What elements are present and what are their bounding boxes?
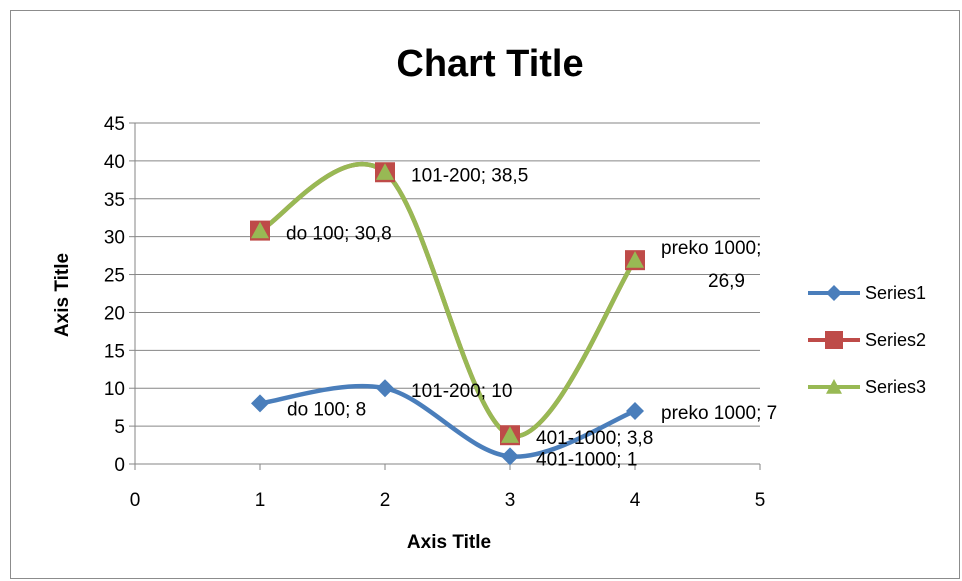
series3-marker bbox=[626, 251, 644, 268]
data-label: do 100; 8 bbox=[287, 399, 366, 420]
series-line-3 bbox=[257, 161, 638, 439]
x-tick-label: 0 bbox=[130, 490, 141, 511]
series-line-1 bbox=[257, 383, 638, 459]
chart-frame bbox=[10, 10, 960, 579]
series1-marker bbox=[251, 394, 269, 413]
gridlines bbox=[135, 122, 760, 427]
series3-marker bbox=[501, 426, 519, 443]
data-label: 401-1000; 1 bbox=[536, 449, 637, 470]
legend-label-2: Series2 bbox=[865, 330, 926, 350]
data-label: preko 1000; 26,9 bbox=[661, 238, 761, 292]
series1-marker bbox=[626, 401, 644, 420]
axes bbox=[129, 122, 761, 470]
series-lines bbox=[257, 161, 638, 459]
y-tick-label: 20 bbox=[104, 303, 125, 324]
series3-marker bbox=[251, 221, 269, 239]
y-tick-label: 25 bbox=[104, 266, 125, 287]
y-tick-label: 5 bbox=[114, 417, 125, 438]
x-tick-label: 2 bbox=[380, 490, 391, 511]
series1-marker bbox=[376, 379, 394, 398]
legend-marker-1 bbox=[826, 285, 842, 301]
legend-marker-2 bbox=[825, 331, 843, 349]
data-label: 101-200; 10 bbox=[411, 381, 512, 402]
legend-label-1: Series1 bbox=[865, 283, 926, 303]
data-label: do 100; 30,8 bbox=[286, 224, 392, 245]
legend-marker-3 bbox=[826, 379, 842, 394]
x-axis-title: Axis Title bbox=[407, 532, 491, 553]
data-label: 101-200; 38,5 bbox=[411, 165, 528, 186]
y-tick-label: 40 bbox=[104, 152, 125, 173]
y-axis-title: Axis Title bbox=[52, 253, 73, 337]
data-label: 401-1000; 3,8 bbox=[536, 428, 653, 449]
y-tick-label: 0 bbox=[114, 455, 125, 476]
data-labels: do 100; 8 101-200; 10 401-1000; 1 preko 100… bbox=[286, 165, 777, 470]
x-tick-label: 5 bbox=[755, 490, 766, 511]
chart-title: Chart Title bbox=[396, 43, 583, 85]
legend: Series1 Series2 Series3 bbox=[808, 283, 926, 397]
y-tick-label: 30 bbox=[104, 228, 125, 249]
y-tick-label: 10 bbox=[104, 379, 125, 400]
y-tick-label: 45 bbox=[104, 114, 125, 135]
series-markers bbox=[250, 162, 645, 466]
data-label: preko 1000; 7 bbox=[661, 403, 777, 424]
x-tick-label: 4 bbox=[630, 490, 641, 511]
series3-marker bbox=[376, 163, 394, 180]
y-tick-label: 35 bbox=[104, 190, 125, 211]
x-tick-label: 3 bbox=[505, 490, 516, 511]
series1-marker bbox=[501, 447, 519, 466]
x-tick-label: 1 bbox=[255, 490, 266, 511]
legend-label-3: Series3 bbox=[865, 377, 926, 397]
y-tick-label: 15 bbox=[104, 341, 125, 362]
